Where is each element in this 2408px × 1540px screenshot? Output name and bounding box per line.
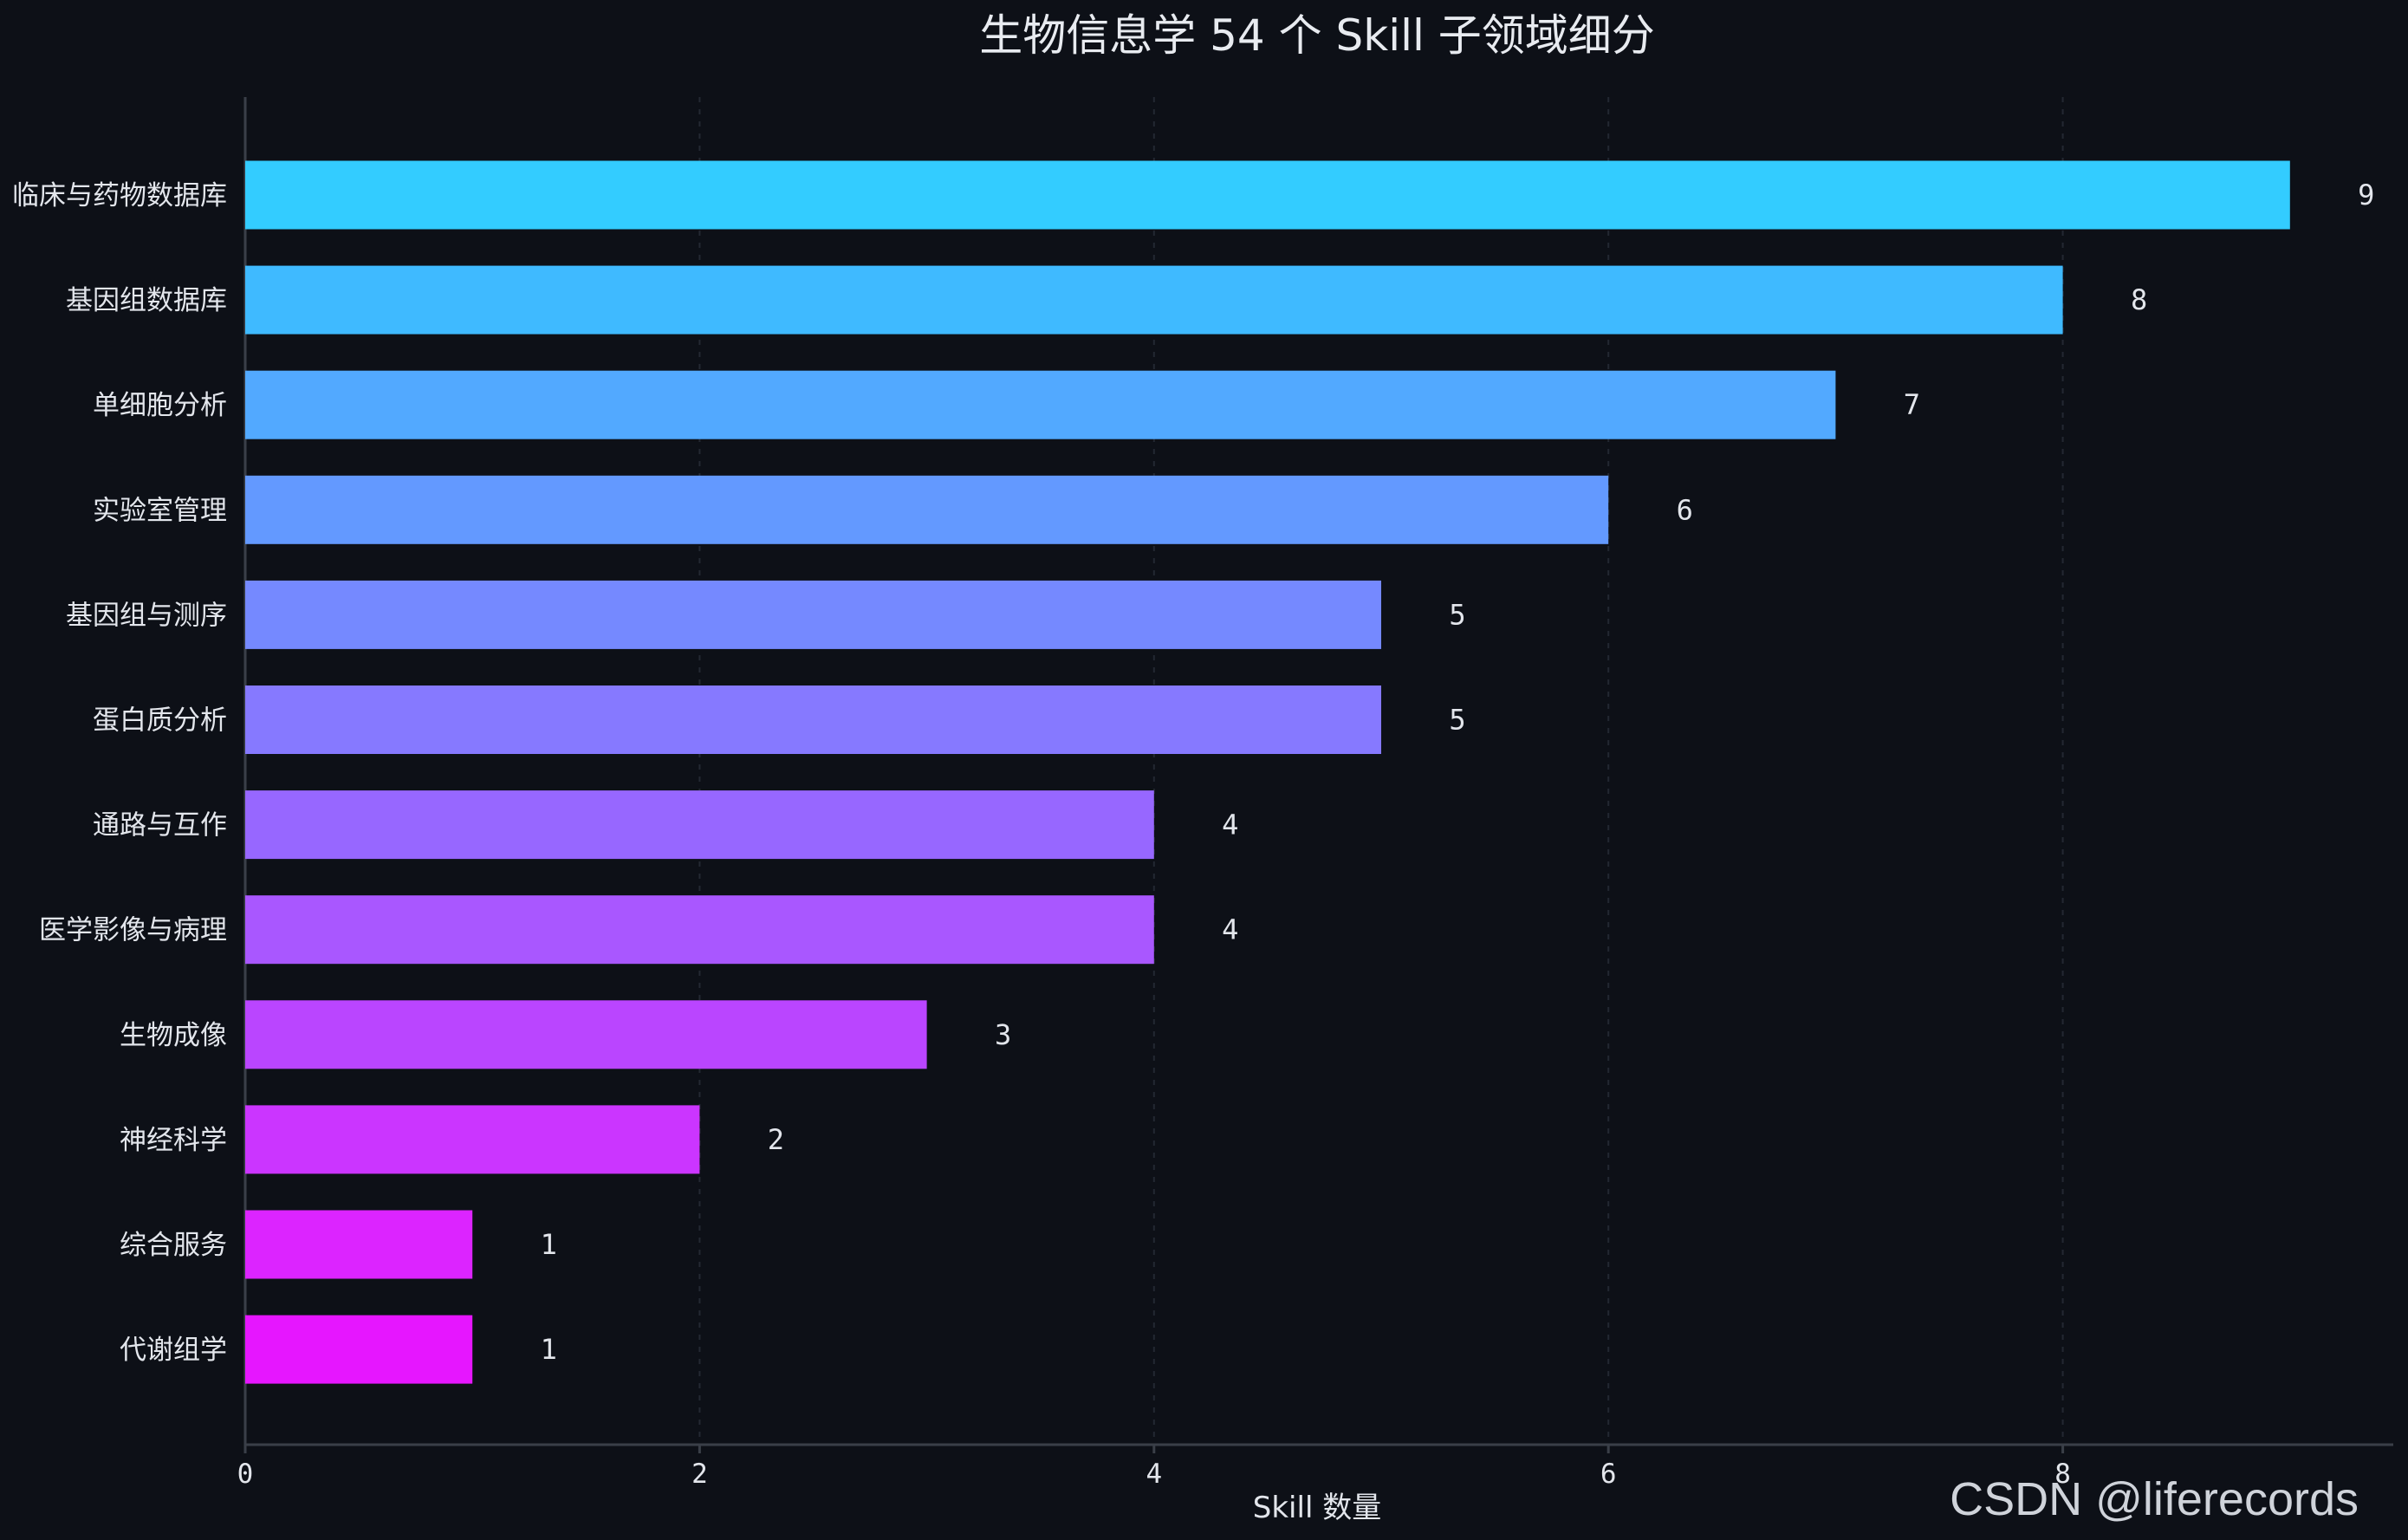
category-label: 基因组与测序 — [66, 600, 227, 631]
value-label: 5 — [1449, 598, 1465, 631]
bar — [245, 1315, 473, 1384]
x-tick-label: 4 — [1146, 1459, 1162, 1490]
category-label: 蛋白质分析 — [93, 705, 227, 737]
bar — [245, 475, 1609, 544]
category-label: 代谢组学 — [120, 1335, 227, 1366]
x-tick-label: 2 — [691, 1459, 708, 1490]
bar — [245, 580, 1381, 649]
category-label: 通路与互作 — [93, 810, 227, 841]
category-label: 神经科学 — [120, 1125, 227, 1156]
value-label: 4 — [1222, 913, 1238, 946]
value-label: 2 — [768, 1123, 784, 1156]
watermark: CSDN @liferecords — [1950, 1473, 2359, 1525]
bar — [245, 160, 2290, 230]
chart-title: 生物信息学 54 个 Skill 子领域细分 — [979, 10, 1655, 61]
x-tick-label: 0 — [237, 1459, 254, 1490]
category-label: 实验室管理 — [93, 495, 227, 526]
x-axis-label: Skill 数量 — [1253, 1491, 1381, 1525]
category-label: 单细胞分析 — [93, 390, 227, 421]
value-label: 4 — [1222, 809, 1238, 841]
value-label: 8 — [2131, 283, 2147, 316]
category-labels: 临床与药物数据库基因组数据库单细胞分析实验室管理基因组与测序蛋白质分析通路与互作… — [12, 180, 227, 1366]
bar — [245, 790, 1154, 860]
bar — [245, 265, 2063, 335]
bar — [245, 1210, 473, 1279]
bars — [245, 160, 2290, 1384]
bar — [245, 895, 1154, 965]
bar — [245, 1105, 700, 1174]
bar — [245, 1000, 927, 1069]
category-label: 综合服务 — [120, 1230, 227, 1261]
value-label: 3 — [995, 1018, 1011, 1051]
category-label: 临床与药物数据库 — [12, 180, 227, 211]
x-tick-label: 8 — [2054, 1459, 2071, 1490]
value-label: 6 — [1677, 493, 1693, 526]
category-label: 基因组数据库 — [66, 285, 227, 316]
value-label: 5 — [1449, 704, 1465, 737]
value-label: 1 — [541, 1333, 557, 1366]
x-tick-label: 6 — [1600, 1459, 1617, 1490]
value-label: 1 — [541, 1228, 557, 1261]
value-label: 7 — [1904, 388, 1920, 421]
value-label: 9 — [2358, 179, 2374, 211]
bar — [245, 686, 1381, 754]
bar — [245, 370, 1836, 439]
category-label: 生物成像 — [120, 1020, 227, 1051]
value-labels: 9 8 7 6 5 5 4 4 3 2 1 1 — [541, 179, 2375, 1366]
category-label: 医学影像与病理 — [39, 915, 227, 946]
x-tick-labels: 0 2 4 6 8 — [237, 1445, 2071, 1490]
